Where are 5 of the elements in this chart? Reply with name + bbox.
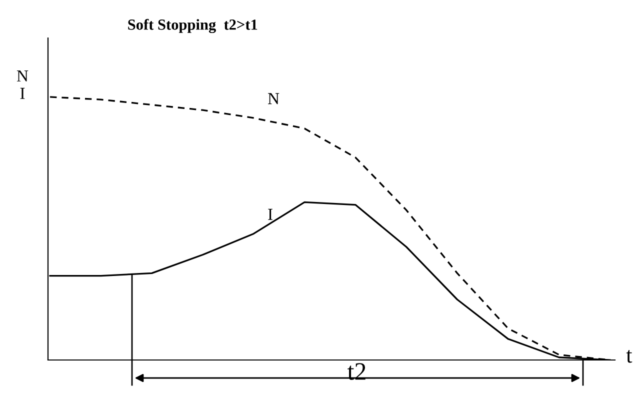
y-axis-title: N I bbox=[16, 70, 28, 99]
chart-title: Soft Stopping t2>t1 bbox=[128, 18, 258, 34]
series-label: N bbox=[268, 93, 280, 104]
series-label: I bbox=[268, 208, 272, 220]
x-axis-title: t bbox=[626, 350, 632, 363]
